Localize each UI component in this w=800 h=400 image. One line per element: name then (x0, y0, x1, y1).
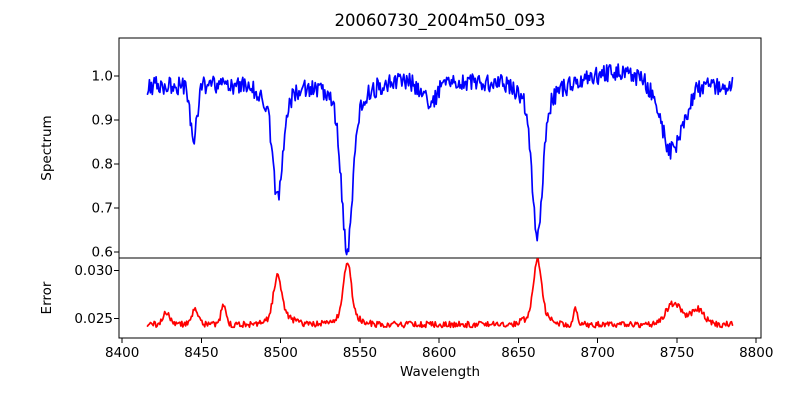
x-tick-label: 8600 (422, 345, 456, 361)
x-tick-label: 8700 (581, 345, 615, 361)
error-y-tick-label: 0.030 (74, 263, 113, 279)
x-tick-label: 8400 (105, 345, 139, 361)
x-tick-label: 8750 (660, 345, 694, 361)
x-tick-label: 8550 (343, 345, 377, 361)
error-y-tick-label: 0.025 (74, 311, 113, 327)
error-panel-border (118, 257, 762, 339)
spectrum-y-tick-label: 0.8 (92, 156, 113, 172)
spectrum-panel-border (118, 37, 762, 259)
x-tick-label: 8450 (184, 345, 218, 361)
x-axis-label: Wavelength (399, 364, 481, 380)
spectrum-y-tick-label: 0.7 (92, 200, 113, 216)
error-line (146, 258, 734, 329)
x-tick-label: 8650 (501, 345, 535, 361)
x-tick-label: 8500 (264, 345, 298, 361)
spectrum-y-tick-label: 0.6 (92, 244, 113, 260)
spectrum-y-tick-label: 0.9 (92, 112, 113, 128)
x-tick-label: 8800 (739, 345, 773, 361)
spectrum-y-tick-label: 1.0 (92, 68, 113, 84)
error-y-axis-label: Error (39, 281, 55, 315)
chart-title: 20060730_2004m50_093 (334, 11, 546, 30)
spectrum-line (146, 63, 734, 256)
spectrum-y-axis-label: Spectrum (39, 115, 55, 181)
